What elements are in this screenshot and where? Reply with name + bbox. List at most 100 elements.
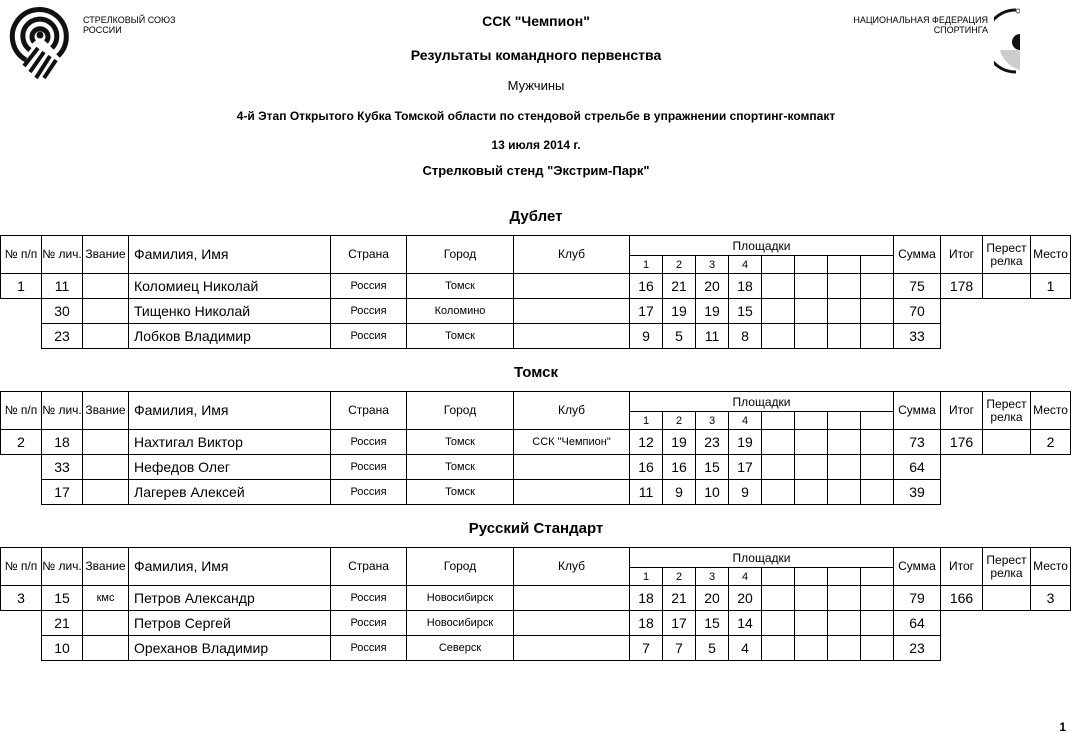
sum: 73 (893, 429, 941, 455)
city: Томск (406, 479, 514, 505)
col-range-8 (860, 255, 894, 274)
shootoff (982, 585, 1031, 611)
city: Томск (406, 273, 514, 299)
range-score (860, 479, 894, 505)
club (513, 635, 630, 661)
rank (82, 323, 129, 349)
range-score: 14 (728, 610, 762, 636)
range-score: 20 (728, 585, 762, 611)
range-score (794, 610, 828, 636)
col-club: Клуб (513, 391, 630, 430)
country: Россия (330, 429, 407, 455)
sum: 23 (893, 635, 941, 661)
member-name: Петров Сергей (128, 610, 331, 636)
empty-cell (1031, 299, 1071, 324)
range-score (761, 479, 795, 505)
empty-cell (941, 611, 983, 636)
range-score (794, 298, 828, 324)
col-country: Страна (330, 391, 407, 430)
range-score (860, 273, 894, 299)
range-score: 20 (695, 585, 729, 611)
member-name: Лагерев Алексей (128, 479, 331, 505)
range-score: 4 (728, 635, 762, 661)
range-score (794, 323, 828, 349)
col-country: Страна (330, 547, 407, 586)
col-shootoff: Перест релка (982, 391, 1031, 430)
col-range-2: 2 (662, 255, 696, 274)
rank (82, 479, 129, 505)
range-score: 16 (662, 454, 696, 480)
col-place-no: № п/п (0, 235, 42, 274)
personal-no: 17 (41, 479, 83, 505)
range-score (794, 454, 828, 480)
col-country: Страна (330, 235, 407, 274)
range-score: 18 (629, 610, 663, 636)
range-score: 20 (695, 273, 729, 299)
col-city: Город (406, 235, 514, 274)
col-rank: Звание (82, 547, 129, 586)
empty-cell (1, 299, 42, 324)
col-total: Итог (940, 391, 983, 430)
rank (82, 429, 129, 455)
col-name: Фамилия, Имя (128, 235, 331, 274)
country: Россия (330, 635, 407, 661)
range-score (860, 454, 894, 480)
col-city: Город (406, 391, 514, 430)
range-score (761, 585, 795, 611)
club (513, 323, 630, 349)
range-score (794, 635, 828, 661)
range-score: 7 (629, 635, 663, 661)
range-score: 19 (728, 429, 762, 455)
team-no: 3 (0, 585, 42, 611)
country: Россия (330, 454, 407, 480)
team-table: № п/п № лич. Звание Фамилия, Имя Страна Город… (0, 235, 1071, 349)
col-club: Клуб (513, 235, 630, 274)
club: ССК "Чемпион" (513, 429, 630, 455)
sum: 79 (893, 585, 941, 611)
venue: Стрелковый стенд "Экстрим-Парк" (422, 163, 650, 178)
sum: 75 (893, 273, 941, 299)
range-score: 9 (662, 479, 696, 505)
col-ranges: Площадки (629, 547, 894, 568)
team-total: 166 (940, 585, 983, 611)
club (513, 273, 630, 299)
col-place-no: № п/п (0, 547, 42, 586)
team-name: Русский Стандарт (468, 520, 604, 537)
range-score (761, 635, 795, 661)
range-score: 15 (695, 610, 729, 636)
range-score: 21 (662, 273, 696, 299)
col-range-4: 4 (728, 255, 762, 274)
country: Россия (330, 479, 407, 505)
range-score: 15 (695, 454, 729, 480)
col-sum: Сумма (893, 391, 941, 430)
member-name: Тищенко Николай (128, 298, 331, 324)
member-name: Коломиец Николай (128, 273, 331, 299)
col-range-1: 1 (629, 255, 663, 274)
rank (82, 454, 129, 480)
col-personal-no: № лич. (41, 391, 83, 430)
team-place: 2 (1030, 429, 1071, 455)
col-personal-no: № лич. (41, 547, 83, 586)
range-score: 7 (662, 635, 696, 661)
range-score (761, 273, 795, 299)
team-no: 1 (0, 273, 42, 299)
team-name: Дублет (509, 208, 563, 225)
personal-no: 23 (41, 323, 83, 349)
range-score: 16 (629, 273, 663, 299)
team-table: № п/п № лич. Звание Фамилия, Имя Страна Город… (0, 391, 1071, 505)
empty-cell (1, 636, 42, 661)
left-org-line2: РОССИИ (83, 25, 122, 35)
col-range-3: 3 (695, 567, 729, 586)
col-range-5 (761, 567, 795, 586)
range-score (860, 610, 894, 636)
col-range-4: 4 (728, 411, 762, 430)
empty-cell (983, 299, 1031, 324)
range-score: 19 (662, 298, 696, 324)
header-row: № п/п № лич. Звание Фамилия, Имя Страна Город… (0, 547, 1071, 586)
empty-cell (983, 324, 1031, 349)
header-row: № п/п № лич. Звание Фамилия, Имя Страна Город… (0, 391, 1071, 430)
range-score: 9 (629, 323, 663, 349)
range-score: 15 (728, 298, 762, 324)
range-score (827, 454, 861, 480)
sporting-federation-logo (994, 8, 1020, 74)
